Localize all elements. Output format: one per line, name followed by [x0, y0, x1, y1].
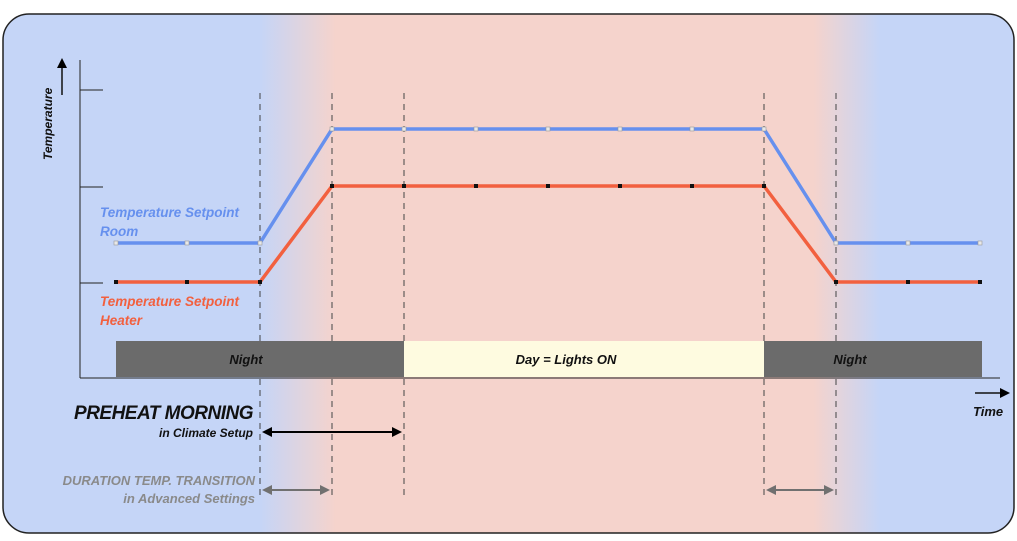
- room-point: [184, 240, 190, 246]
- heater-series-label: Temperature Setpoint: [100, 294, 240, 309]
- heater-point: [114, 280, 118, 284]
- room-point: [833, 240, 839, 246]
- night-bar-label: Night: [833, 352, 867, 367]
- heater-point: [978, 280, 982, 284]
- day-bar: [404, 341, 764, 377]
- room-point: [617, 126, 623, 132]
- heater-point: [402, 184, 406, 188]
- heater-point: [258, 280, 262, 284]
- room-point: [761, 126, 767, 132]
- preheat-title: PREHEAT MORNING: [74, 403, 254, 424]
- heater-point: [762, 184, 766, 188]
- night-bar-label: Night: [229, 352, 263, 367]
- day-bar-label: Day = Lights ON: [516, 352, 617, 367]
- room-point: [113, 240, 119, 246]
- room-point: [905, 240, 911, 246]
- room-point: [689, 126, 695, 132]
- room-point: [257, 240, 263, 246]
- preheat-subtitle: in Climate Setup: [159, 426, 253, 440]
- heater-point: [474, 184, 478, 188]
- heater-series-label-line2: Heater: [100, 313, 143, 328]
- heater-point: [906, 280, 910, 284]
- duration-subtitle: in Advanced Settings: [123, 491, 255, 506]
- heater-point: [546, 184, 550, 188]
- night-bar: [116, 341, 404, 377]
- room-point: [977, 240, 983, 246]
- room-point: [329, 126, 335, 132]
- room-series-label-line2: Room: [100, 224, 138, 239]
- room-series-label: Temperature Setpoint: [100, 205, 240, 220]
- room-point: [545, 126, 551, 132]
- heater-point: [185, 280, 189, 284]
- frame-border: [2, 13, 1015, 534]
- heater-point: [834, 280, 838, 284]
- room-point: [401, 126, 407, 132]
- heater-point: [618, 184, 622, 188]
- heater-point: [330, 184, 334, 188]
- night-bar: [764, 341, 982, 377]
- room-point: [473, 126, 479, 132]
- y-axis-label: Temperature: [41, 87, 55, 160]
- duration-title: DURATION TEMP. TRANSITION: [63, 473, 256, 488]
- x-axis-label: Time: [973, 404, 1003, 419]
- heater-point: [690, 184, 694, 188]
